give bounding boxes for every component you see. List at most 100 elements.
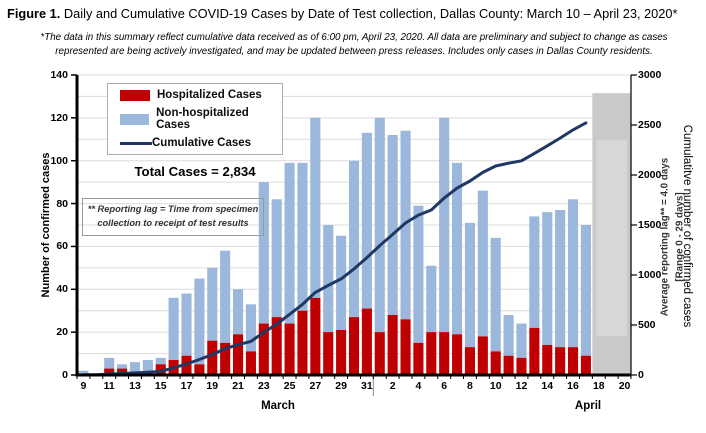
legend-label: Cumulative Cases	[152, 137, 252, 149]
bar-hospitalized	[516, 357, 527, 375]
left-axis-tick-label: 20	[56, 326, 68, 339]
bar-non-hospitalized	[361, 132, 372, 309]
x-axis-tick-label: 23	[257, 380, 270, 392]
right-axis-tick-label: 2500	[638, 119, 662, 131]
bar-non-hospitalized	[426, 265, 437, 333]
bar-non-hospitalized	[477, 190, 488, 337]
bar-hospitalized	[464, 347, 475, 375]
month-label-march: March	[261, 400, 295, 412]
figure-title: Figure 1. Daily and Cumulative COVID-19 …	[7, 6, 703, 21]
x-axis-tick-label: 12	[515, 380, 528, 392]
bar-non-hospitalized	[194, 278, 205, 365]
bar-non-hospitalized	[181, 293, 192, 356]
note-line-2: collection to receipt of test results	[97, 218, 249, 228]
subtitle-line-2: represented are being actively investiga…	[55, 46, 653, 58]
bar-non-hospitalized	[387, 135, 398, 315]
bar-hospitalized	[426, 332, 437, 375]
bar-hospitalized	[117, 368, 128, 375]
left-axis-tick-label: 100	[50, 154, 68, 167]
x-axis-tick-label: 25	[283, 380, 296, 392]
bar-non-hospitalized	[168, 297, 179, 360]
month-label-april: April	[574, 400, 602, 412]
x-axis-tick-label: 16	[567, 380, 579, 392]
x-axis-tick-label: 27	[309, 380, 322, 392]
bar-non-hospitalized	[104, 357, 115, 369]
legend-item-hospitalized: Hospitalized Cases	[120, 89, 282, 101]
x-axis-tick-label: 11	[103, 380, 115, 392]
bar-hospitalized	[374, 332, 385, 375]
bar-non-hospitalized	[245, 304, 256, 352]
bar-hospitalized	[310, 297, 321, 375]
figure-subtitle: *The data in this summary reflect cumula…	[18, 31, 690, 59]
bar-hospitalized	[529, 327, 540, 375]
bar-hospitalized	[477, 336, 488, 375]
bar-hospitalized	[336, 330, 347, 375]
bar-non-hospitalized	[413, 205, 424, 343]
bar-hospitalized	[503, 355, 514, 375]
subtitle-line-1: *The data in this summary reflect cumula…	[40, 32, 668, 43]
bar-non-hospitalized	[271, 199, 282, 318]
bar-non-hospitalized	[297, 162, 308, 311]
bar-non-hospitalized	[129, 362, 141, 375]
bar-non-hospitalized	[400, 130, 411, 320]
x-axis-tick-label: 13	[129, 380, 141, 392]
bar-non-hospitalized	[452, 162, 463, 335]
bar-hospitalized	[567, 347, 579, 375]
total-cases-annotation: Total Cases = 2,834	[134, 164, 256, 179]
bar-non-hospitalized	[258, 182, 269, 324]
x-axis-tick-label: 8	[467, 380, 473, 392]
lag-label-line-1: Average reporting lag** = 4.0 days	[659, 157, 671, 317]
bar-hospitalized	[361, 308, 372, 375]
bar-hospitalized	[400, 319, 411, 375]
x-axis-tick-label: 14	[541, 380, 554, 392]
x-axis-tick-label: 18	[592, 380, 605, 392]
bar-non-hospitalized	[503, 315, 514, 356]
bar-hospitalized	[155, 364, 166, 375]
bar-hospitalized	[245, 351, 256, 375]
legend-item-cumulative: Cumulative Cases	[120, 137, 282, 149]
right-axis-tick-label: 1500	[638, 219, 662, 231]
bar-non-hospitalized	[567, 199, 579, 348]
figure-title-text: Daily and Cumulative COVID-19 Cases by D…	[60, 6, 678, 21]
legend-swatch-cumulative-line	[120, 141, 152, 145]
right-axis-tick-label: 2000	[638, 169, 662, 181]
x-axis-tick-label: 31	[361, 380, 373, 392]
bar-non-hospitalized	[310, 117, 321, 298]
bar-non-hospitalized	[233, 289, 244, 335]
bar-non-hospitalized	[323, 225, 334, 333]
x-axis-tick-label: 10	[489, 380, 502, 392]
left-axis-title: Number of confirmed cases	[40, 152, 52, 298]
bar-hospitalized	[104, 368, 115, 375]
bar-hospitalized	[194, 364, 205, 375]
right-axis-tick-label: 1000	[638, 269, 662, 281]
left-axis-tick-label: 120	[50, 111, 68, 124]
bar-hospitalized	[555, 347, 566, 375]
figure-title-label: Figure 1.	[7, 6, 61, 21]
bar-non-hospitalized	[374, 117, 385, 333]
bar-hospitalized	[413, 342, 424, 375]
bar-non-hospitalized	[207, 267, 218, 341]
bar-non-hospitalized	[142, 360, 153, 375]
reporting-lag-label-panel	[596, 140, 627, 336]
bar-non-hospitalized	[336, 235, 347, 330]
x-axis-tick-label: 4	[415, 380, 422, 392]
x-axis-tick-label: 2	[389, 380, 396, 392]
bar-non-hospitalized	[542, 212, 553, 345]
left-axis-tick-label: 40	[56, 283, 68, 296]
legend-swatch-non-hospitalized	[120, 113, 150, 125]
chart-legend: Hospitalized Cases Non-hospitalized Case…	[107, 83, 283, 155]
note-line-1: ** Reporting lag = Time from specimen	[87, 204, 259, 215]
bar-hospitalized	[439, 332, 450, 375]
bar-hospitalized	[580, 355, 591, 375]
x-axis-tick-label: 17	[180, 380, 193, 392]
legend-item-non-hospitalized: Non-hospitalized Cases	[120, 107, 282, 131]
bar-non-hospitalized	[348, 160, 360, 318]
bar-hospitalized	[233, 334, 244, 375]
bar-hospitalized	[220, 342, 231, 375]
x-axis-tick-label: 6	[441, 380, 448, 392]
bar-non-hospitalized	[529, 216, 540, 328]
cumulative-cases-line	[81, 121, 588, 377]
x-axis-tick-label: 19	[206, 380, 219, 392]
bar-hospitalized	[207, 340, 218, 375]
left-axis-tick-label: 60	[56, 240, 68, 253]
